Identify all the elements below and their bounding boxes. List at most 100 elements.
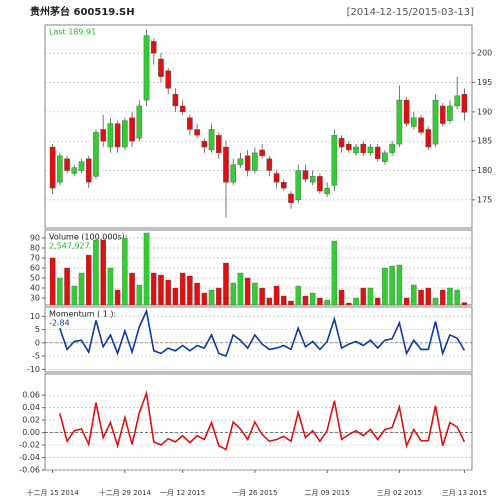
volume-bar [281, 295, 287, 306]
volume-bar [396, 264, 403, 306]
candle-body [172, 94, 179, 107]
candle-body [288, 193, 294, 203]
candle-body [382, 152, 388, 162]
volume-bar [252, 282, 258, 306]
volume-bar [360, 287, 366, 306]
volume-bar [172, 287, 179, 306]
candle-body [461, 94, 468, 113]
candle-body [85, 158, 92, 183]
volume-bar [273, 285, 280, 306]
volume-bar [403, 297, 410, 306]
candle-body [57, 155, 63, 183]
y-tick-label: 80 [30, 244, 40, 253]
candle-body [230, 164, 237, 183]
volume-bar [374, 297, 381, 306]
candle-body [158, 58, 164, 77]
candle-body [396, 99, 403, 145]
volume-bar [71, 285, 78, 306]
volume-bar [158, 274, 164, 306]
x-tick-label: 一月 12 2015 [160, 489, 205, 497]
indicator-line [59, 308, 466, 358]
x-tick-label: 十二月 15 2014 [27, 488, 80, 497]
x-tick-label: 二月 09 2015 [305, 489, 350, 497]
volume-bar [382, 267, 388, 306]
volume-bar [143, 232, 150, 306]
panel-annotation: 2,547,927 [49, 242, 90, 251]
volume-bar [230, 282, 236, 306]
x-tick-label: 一月 26 2015 [232, 489, 277, 497]
candle-body [143, 35, 150, 101]
y-tick-label: 0.00 [22, 428, 40, 437]
candle-body [346, 143, 352, 151]
y-tick-label: -0.04 [19, 453, 40, 462]
panel-label: Volume (100,000s): [49, 233, 127, 242]
volume-bar [411, 284, 417, 306]
candle-body [244, 155, 251, 171]
volume-bar [165, 279, 171, 306]
volume-bar [302, 295, 309, 306]
y-tick-label: 5 [35, 325, 40, 334]
candle-body [223, 146, 229, 183]
volume-bar [295, 285, 301, 306]
y-tick-label: 30 [30, 294, 40, 303]
volume-bar [367, 287, 374, 306]
chart-subtitle: [2014-12-15/2015-03-13] [347, 7, 475, 18]
y-tick-label: 60 [30, 264, 40, 273]
y-tick-label: 175 [477, 195, 492, 204]
candle-body [273, 173, 280, 183]
volume-bar [136, 284, 143, 306]
volume-bar [78, 272, 85, 306]
candle-body [418, 117, 424, 133]
volume-bar [179, 272, 186, 306]
candle-body [179, 105, 186, 113]
candle-body [338, 138, 345, 148]
volume-bar [309, 292, 316, 306]
y-tick-label: 90 [30, 234, 40, 243]
volume-bar [223, 262, 229, 306]
y-tick-label: 0.04 [22, 403, 40, 412]
volume-bar [259, 287, 265, 306]
candle-body [374, 146, 381, 159]
y-tick-label: 0.06 [22, 391, 40, 400]
candle-body [64, 158, 70, 171]
candle-body [367, 146, 374, 154]
candle-body [122, 120, 128, 148]
candle-body [165, 70, 171, 89]
volume-bar [447, 287, 453, 306]
candle-body [353, 146, 359, 154]
x-tick-label: 三月 13 2015 [442, 489, 487, 497]
candle-body [150, 41, 157, 54]
candle-body [259, 149, 265, 157]
candle-body [107, 123, 114, 148]
candle-body [201, 140, 208, 148]
candle-body [302, 170, 309, 180]
volume-bar [346, 302, 352, 306]
candle-body [93, 132, 99, 177]
volume-bar [93, 239, 99, 306]
volume-bar [317, 297, 323, 306]
y-tick-label: 50 [30, 274, 40, 283]
volume-bar [266, 297, 273, 306]
candle-body [425, 129, 432, 148]
volume-bar [425, 287, 432, 306]
volume-bar [100, 239, 106, 306]
volume-bar [201, 292, 208, 306]
volume-bar [64, 267, 70, 306]
volume-bar [418, 289, 424, 306]
panel-label: Momentum ( 1 ): [49, 310, 116, 319]
candle-body [331, 135, 338, 186]
volume-bar [454, 289, 460, 306]
volume-bar [122, 237, 128, 306]
volume-bar [353, 297, 359, 306]
volume-bar [114, 289, 121, 306]
y-tick-label: 180 [477, 166, 492, 175]
volume-bar [432, 297, 439, 306]
x-tick-label: 三月 02 2015 [377, 489, 422, 497]
candle-body [411, 117, 417, 127]
volume-bar [439, 289, 446, 306]
candle-body [447, 105, 453, 121]
y-tick-label: -0.06 [19, 466, 40, 475]
y-tick-label: 190 [477, 107, 492, 116]
candle-body [187, 117, 193, 130]
candle-body [295, 170, 302, 201]
